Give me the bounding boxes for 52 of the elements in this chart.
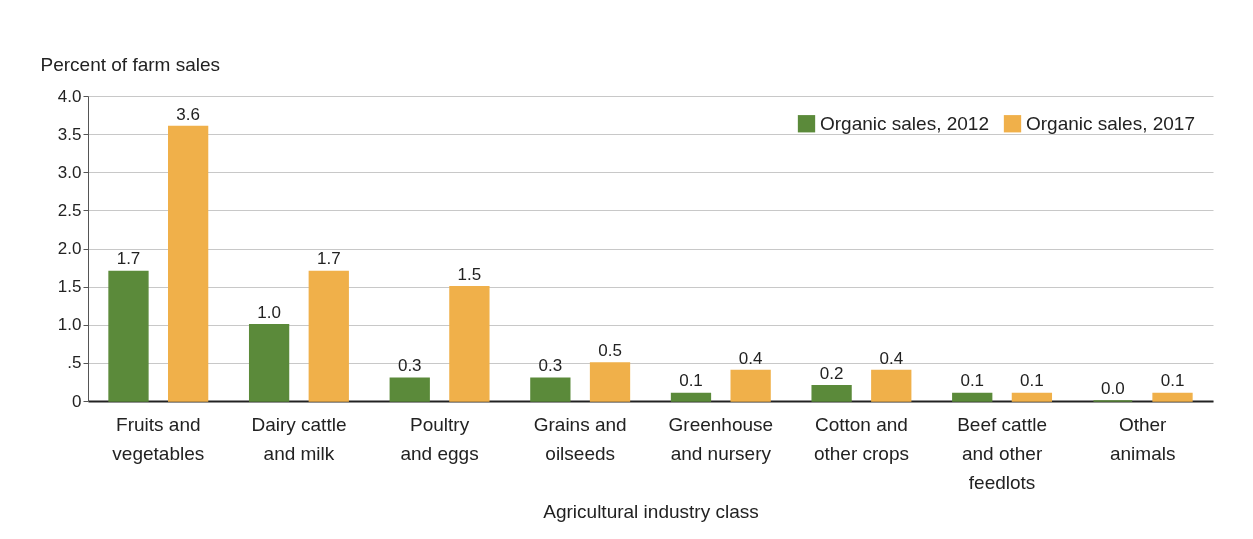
data-label: 0.1 xyxy=(1020,371,1044,391)
y-tick-label: 1.5 xyxy=(57,277,82,297)
y-tick-label: 0 xyxy=(72,391,82,411)
bar xyxy=(589,362,631,402)
bar xyxy=(389,377,430,402)
bar xyxy=(730,369,771,402)
bar xyxy=(168,125,209,402)
bar xyxy=(530,377,571,402)
data-label: 1.5 xyxy=(457,264,482,284)
x-tick-label: Fruits and vegetables xyxy=(112,413,205,464)
bar xyxy=(108,270,149,402)
data-label: 0.5 xyxy=(598,340,622,360)
data-label: 1.0 xyxy=(257,302,281,322)
y-tick-label: 3.0 xyxy=(57,162,82,182)
y-tick-label: 2.0 xyxy=(57,239,82,258)
bar xyxy=(248,324,290,402)
bar xyxy=(670,392,712,402)
x-tick-label: Grains and oilseeds xyxy=(533,413,627,464)
x-tick-label: Other animals xyxy=(1109,413,1176,464)
legend-label: Organic sales, 2012 xyxy=(820,112,989,134)
x-tick-label: Cotton and other crops xyxy=(813,413,909,464)
data-label: 0.0 xyxy=(1101,379,1125,398)
data-label: 0.2 xyxy=(819,363,844,383)
y-tick-label: .5 xyxy=(67,353,82,373)
data-label: 0.1 xyxy=(960,371,985,391)
legend-label: Organic sales, 2017 xyxy=(1026,112,1195,134)
bar xyxy=(811,385,852,402)
bar xyxy=(1152,392,1193,402)
bar xyxy=(871,369,912,402)
data-label: 0.4 xyxy=(879,348,904,368)
data-label: 1.7 xyxy=(116,249,141,269)
y-tick-label: 3.5 xyxy=(57,124,82,144)
x-tick-label: Greenhouse and nursery xyxy=(668,413,774,464)
y-tick-label: 1.0 xyxy=(57,315,82,335)
bar xyxy=(308,270,349,402)
y-axis-title: Percent of farm sales xyxy=(40,53,221,75)
data-label: 0.1 xyxy=(1160,371,1185,391)
data-label: 0.3 xyxy=(538,356,563,376)
y-tick-label: 2.5 xyxy=(57,200,82,220)
bar xyxy=(449,285,490,402)
x-tick-label: Dairy cattle and milk xyxy=(251,413,347,464)
bar xyxy=(1011,392,1053,402)
data-label: 1.7 xyxy=(316,249,341,269)
x-axis-title: Agricultural industry class xyxy=(543,500,759,522)
y-tick-label: 4.0 xyxy=(57,86,82,106)
data-label: 0.1 xyxy=(679,371,703,391)
x-tick-label: Poultry and eggs xyxy=(400,413,479,464)
x-tick-label: Beef cattle and other feedlots xyxy=(957,413,1047,493)
data-label: 3.6 xyxy=(176,104,200,124)
bar xyxy=(952,392,993,402)
data-label: 0.3 xyxy=(397,356,422,376)
data-label: 0.4 xyxy=(738,348,763,368)
